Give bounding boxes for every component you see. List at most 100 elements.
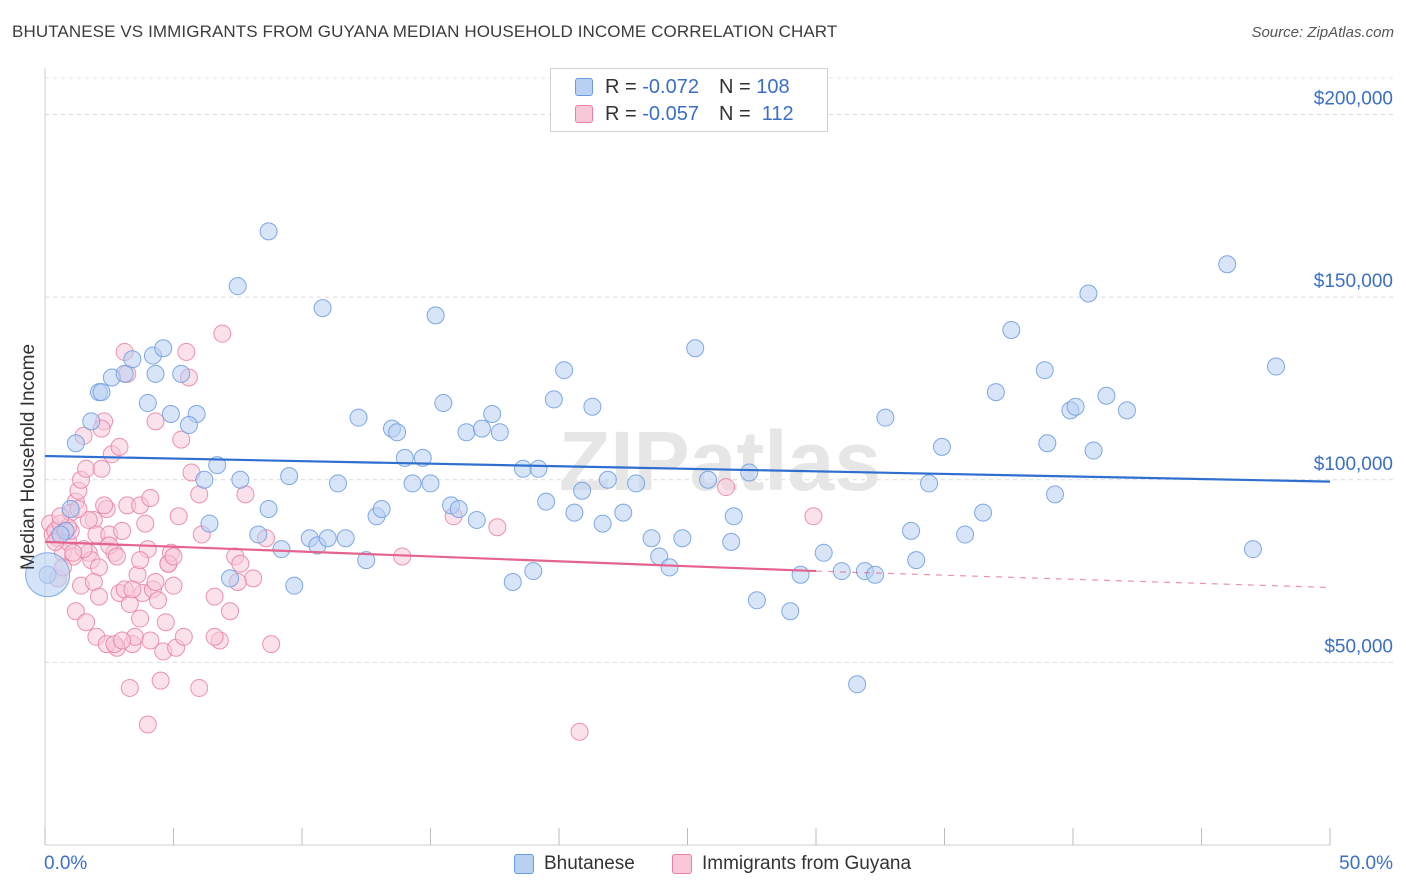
bhutanese-point xyxy=(467,510,486,529)
guyana-point xyxy=(221,602,240,621)
legend-n-value: 112 xyxy=(761,102,794,125)
y-tick-label: $150,000 xyxy=(1314,271,1393,292)
bhutanese-point xyxy=(956,525,975,544)
bhutanese-point xyxy=(781,602,800,621)
legend-swatch-guyana xyxy=(575,105,593,123)
legend-row-bhutanese: R = -0.072 N = 108 xyxy=(575,74,790,100)
bhutanese-point xyxy=(1079,284,1098,303)
bhutanese-point xyxy=(51,525,70,544)
legend-r-value: -0.057 xyxy=(642,102,699,125)
watermark: ZIPatlas xyxy=(559,414,881,508)
bhutanese-point xyxy=(593,514,612,533)
bhutanese-point xyxy=(791,565,810,584)
bhutanese-point xyxy=(724,507,743,526)
bhutanese-point xyxy=(555,361,574,380)
bottom-legend-label-guyana: Immigrants from Guyana xyxy=(702,853,912,874)
bhutanese-point xyxy=(483,405,502,424)
legend-r-value: -0.072 xyxy=(642,75,699,98)
bhutanese-point xyxy=(583,397,602,416)
guyana-point xyxy=(95,496,114,515)
bhutanese-point xyxy=(660,558,679,577)
guyana-point xyxy=(113,521,132,540)
bhutanese-point xyxy=(318,529,337,548)
bhutanese-point xyxy=(1038,434,1057,453)
bhutanese-point xyxy=(328,474,347,493)
y-tick-label: $100,000 xyxy=(1314,454,1393,475)
x-tick-label: 50.0% xyxy=(1339,853,1393,874)
chart-title: BHUTANESE VS IMMIGRANTS FROM GUYANA MEDI… xyxy=(12,22,838,41)
bhutanese-point xyxy=(1046,485,1065,504)
guyana-point xyxy=(205,627,224,646)
bhutanese-point xyxy=(740,463,759,482)
bhutanese-point xyxy=(1267,357,1286,376)
guyana-point xyxy=(488,518,507,537)
guyana-point xyxy=(804,507,823,526)
bhutanese-point xyxy=(490,423,509,442)
legend-n-label: N = xyxy=(718,75,751,98)
bhutanese-point xyxy=(195,470,214,489)
bottom-legend-swatch-guyana xyxy=(672,854,692,874)
bhutanese-point xyxy=(974,503,993,522)
guyana-point xyxy=(169,507,188,526)
guyana-point xyxy=(138,715,157,734)
guyana-point xyxy=(77,459,96,478)
y-tick-label: $50,000 xyxy=(1324,636,1393,657)
bhutanese-point xyxy=(1066,397,1085,416)
bhutanese-point xyxy=(544,390,563,409)
bhutanese-point xyxy=(138,394,157,413)
bhutanese-point xyxy=(907,551,926,570)
bhutanese-point xyxy=(61,499,80,518)
guyana-point xyxy=(164,576,183,595)
bhutanese-point xyxy=(832,562,851,581)
bhutanese-point xyxy=(722,532,741,551)
bhutanese-point xyxy=(627,474,646,493)
bhutanese-point xyxy=(457,423,476,442)
bhutanese-point xyxy=(403,474,422,493)
bhutanese-point xyxy=(372,499,391,518)
bhutanese-point xyxy=(66,434,85,453)
bhutanese-point xyxy=(231,470,250,489)
bhutanese-point xyxy=(902,521,921,540)
bhutanese-point xyxy=(747,591,766,610)
source-note: Source: ZipAtlas.com xyxy=(1251,24,1394,41)
guyana-point xyxy=(570,722,589,741)
guyana-point xyxy=(213,324,232,343)
bhutanese-point xyxy=(221,569,240,588)
guyana-point xyxy=(123,580,142,599)
bhutanese-point xyxy=(1117,401,1136,420)
legend-swatch-bhutanese xyxy=(575,78,593,96)
bhutanese-point xyxy=(449,499,468,518)
bhutanese-point xyxy=(642,529,661,548)
bhutanese-point xyxy=(259,499,278,518)
bhutanese-point xyxy=(866,565,885,584)
bhutanese-point xyxy=(686,339,705,358)
legend-r-label: R = xyxy=(605,102,637,125)
guyana-point xyxy=(262,635,281,654)
bhutanese-point xyxy=(1218,255,1237,274)
bhutanese-point xyxy=(814,543,833,562)
bhutanese-point xyxy=(848,675,867,694)
bhutanese-point xyxy=(179,415,198,434)
bottom-legend-swatch-bhutanese xyxy=(514,854,534,874)
bhutanese-point xyxy=(413,448,432,467)
guyana-point xyxy=(110,437,129,456)
y-tick-label: $200,000 xyxy=(1314,89,1393,110)
bhutanese-point xyxy=(123,350,142,369)
bhutanese-point xyxy=(146,364,165,383)
bhutanese-point xyxy=(285,576,304,595)
bhutanese-point xyxy=(524,562,543,581)
bhutanese-point xyxy=(82,412,101,431)
legend-row-guyana: R = -0.057 N = 112 xyxy=(575,101,794,127)
bottom-legend-bhutanese: Bhutanese xyxy=(514,852,635,876)
bottom-legend-label-bhutanese: Bhutanese xyxy=(544,853,635,874)
guyana-point xyxy=(156,613,175,632)
guyana-point xyxy=(89,587,108,606)
guyana-point xyxy=(79,510,98,529)
bhutanese-point xyxy=(357,551,376,570)
bhutanese-point xyxy=(932,437,951,456)
y-axis-label: Median Household Income xyxy=(18,344,39,570)
guyana-point xyxy=(66,602,85,621)
guyana-point xyxy=(190,678,209,697)
bhutanese-point xyxy=(565,503,584,522)
guyana-point xyxy=(136,514,155,533)
